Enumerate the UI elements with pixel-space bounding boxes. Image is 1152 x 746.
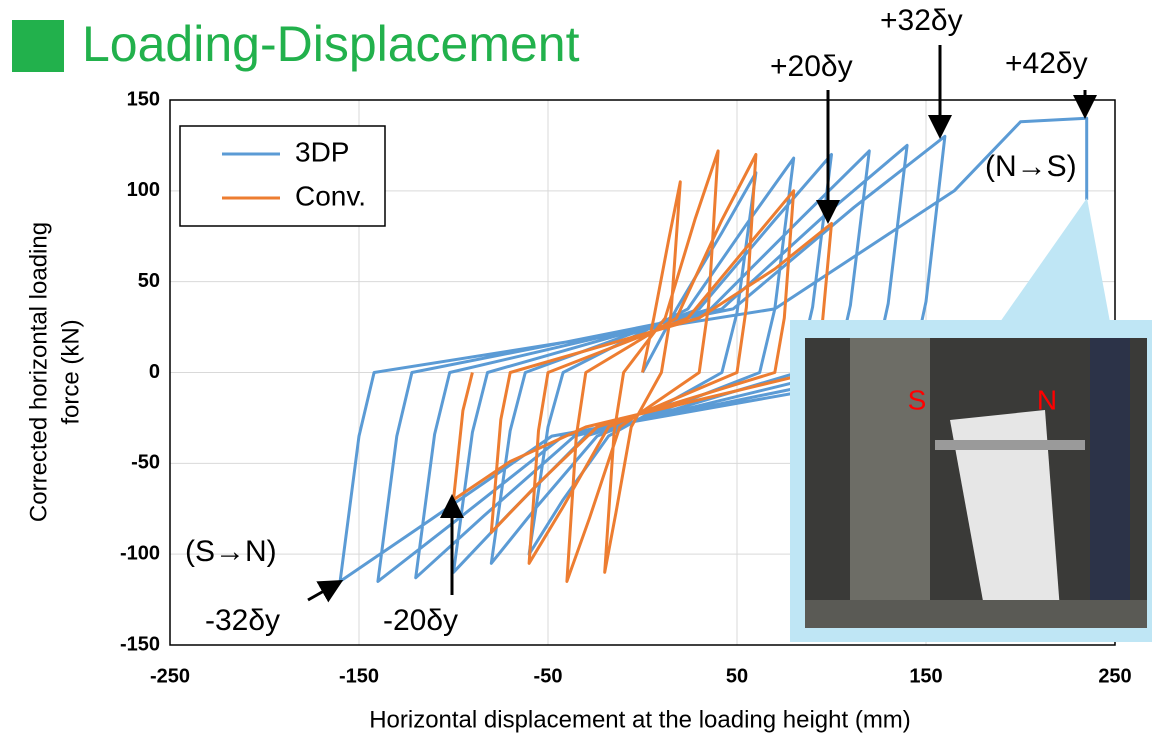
annotation: +20δy bbox=[770, 50, 853, 83]
title-bullet bbox=[12, 20, 64, 72]
photo-callout bbox=[1000, 198, 1110, 322]
x-tick-label: -150 bbox=[339, 665, 379, 687]
y-tick-label: -100 bbox=[120, 542, 160, 564]
legend-label: Conv. bbox=[295, 180, 366, 211]
photo-specimen bbox=[950, 410, 1060, 612]
y-axis-label: force (kN) bbox=[57, 319, 84, 424]
annotation: -32δy bbox=[205, 604, 280, 637]
x-tick-label: 50 bbox=[726, 665, 748, 687]
legend-label: 3DP bbox=[295, 136, 349, 167]
legend-box bbox=[179, 125, 386, 227]
title: Loading-Displacement bbox=[82, 16, 580, 72]
x-tick-label: 150 bbox=[909, 665, 942, 687]
annotation: (S→N) bbox=[185, 535, 277, 568]
annotation: -20δy bbox=[383, 604, 458, 637]
y-tick-label: -150 bbox=[120, 633, 160, 655]
photo-label: N bbox=[1037, 384, 1057, 415]
x-tick-label: 250 bbox=[1098, 665, 1131, 687]
annotation-arrow bbox=[307, 580, 344, 603]
series-line bbox=[452, 149, 833, 583]
y-tick-label: 150 bbox=[127, 88, 160, 110]
x-tick-label: -50 bbox=[534, 665, 563, 687]
photo-frame-steel bbox=[1090, 338, 1130, 628]
photo-column bbox=[850, 338, 930, 628]
y-tick-label: 50 bbox=[138, 270, 160, 292]
series-line bbox=[338, 116, 1089, 583]
y-tick-label: 0 bbox=[149, 361, 160, 383]
x-tick-label: -250 bbox=[150, 665, 190, 687]
annotation: +32δy bbox=[880, 4, 963, 37]
photo-rod bbox=[935, 440, 1085, 450]
photo-label: S bbox=[908, 384, 927, 415]
x-axis-label: Horizontal displacement at the loading h… bbox=[369, 706, 911, 733]
y-axis-label: Corrected horizontal loading bbox=[25, 222, 52, 522]
photo-floor bbox=[805, 600, 1147, 628]
y-tick-label: -50 bbox=[131, 452, 160, 474]
annotation: (N→S) bbox=[985, 150, 1077, 183]
annotation: +42δy bbox=[1005, 47, 1088, 80]
y-tick-label: 100 bbox=[127, 179, 160, 201]
